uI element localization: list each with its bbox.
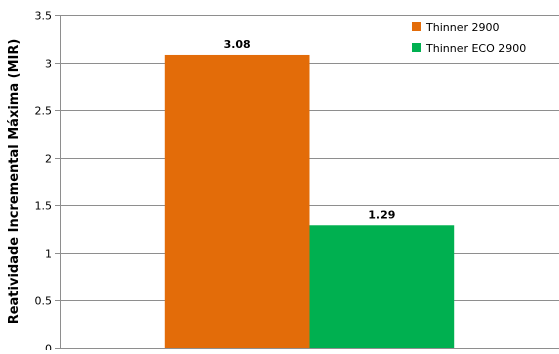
- legend-label: Thinner 2900: [425, 21, 499, 34]
- bar-thinner-2900: [164, 54, 310, 349]
- y-tick-label: 2: [45, 153, 52, 166]
- y-tick-label: 1.5: [35, 200, 53, 213]
- bar-thinner-eco-2900: [309, 225, 455, 348]
- data-label: 3.08: [224, 38, 251, 51]
- legend-swatch: [412, 43, 421, 52]
- y-tick-label: 0.5: [35, 295, 53, 308]
- data-label: 1.29: [368, 208, 395, 221]
- y-axis-ticks: 0 0.5 1 1.5 2 2.5 3 3.5: [35, 10, 60, 354]
- y-tick-label: 3: [45, 58, 52, 71]
- y-tick-label: 2.5: [35, 105, 53, 118]
- legend-label: Thinner ECO 2900: [425, 42, 526, 55]
- y-tick-label: 3.5: [35, 10, 53, 23]
- bars: [164, 54, 455, 349]
- y-tick-label: 1: [45, 248, 52, 261]
- y-axis-title: Reatividade Incremental Máxima (MIR): [7, 39, 22, 325]
- legend-swatch: [412, 22, 421, 31]
- y-tick-label: 0: [45, 343, 52, 351]
- legend: Thinner 2900 Thinner ECO 2900: [412, 21, 526, 55]
- data-labels: 3.08 1.29: [224, 38, 396, 221]
